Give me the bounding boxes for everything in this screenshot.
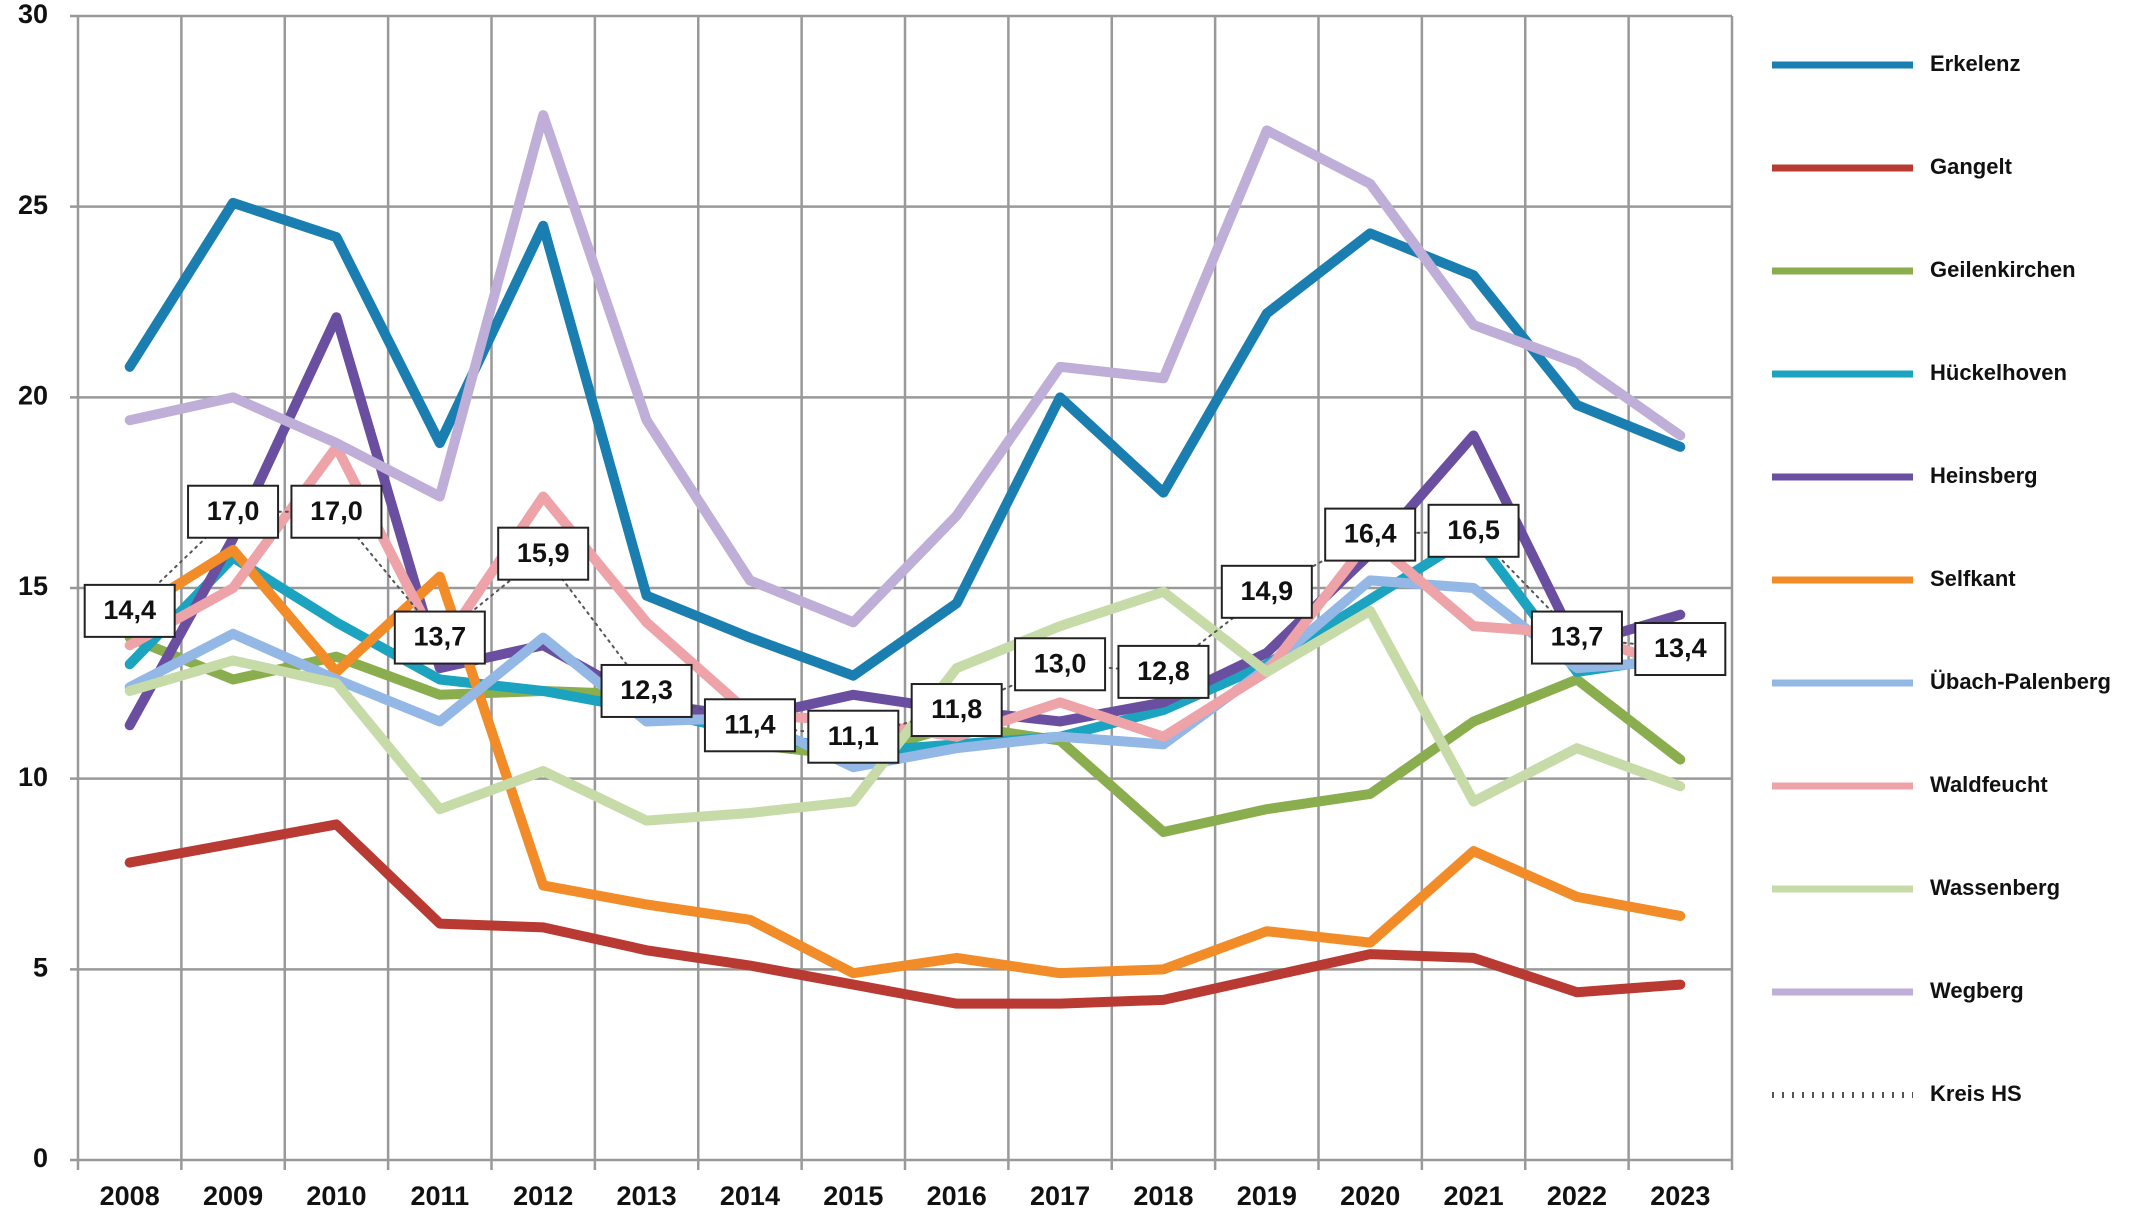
y-tick-label: 5	[33, 952, 48, 982]
legend-label: Erkelenz	[1930, 51, 2021, 76]
x-tick-label: 2019	[1237, 1181, 1297, 1211]
label-box	[910, 683, 1003, 738]
label-box	[1634, 622, 1727, 677]
x-tick-label: 2022	[1547, 1181, 1607, 1211]
y-tick-label: 30	[18, 0, 48, 29]
data-label: 12,3	[620, 675, 673, 705]
data-label: 16,4	[1344, 519, 1397, 549]
x-tick-label: 2012	[513, 1181, 573, 1211]
legend-label: Selfkant	[1930, 566, 2016, 591]
data-label: 13,7	[414, 622, 467, 652]
legend-label: Waldfeucht	[1930, 772, 2048, 797]
legend-label: Gangelt	[1930, 154, 2013, 179]
series-line	[128, 510, 1682, 738]
x-tick-label: 2018	[1133, 1181, 1193, 1211]
label-box	[1530, 610, 1623, 665]
label-box	[703, 698, 796, 753]
x-tick-label: 2020	[1340, 1181, 1400, 1211]
label-box	[1117, 644, 1210, 699]
data-label: 17,0	[310, 496, 363, 526]
x-tick-label: 2021	[1444, 1181, 1504, 1211]
x-tick-label: 2023	[1650, 1181, 1710, 1211]
data-label: 12,8	[1137, 656, 1190, 686]
label-box	[1324, 507, 1417, 562]
legend-label: Wassenberg	[1930, 875, 2060, 900]
label-box	[83, 583, 176, 638]
y-tick-label: 15	[18, 571, 48, 601]
x-tick-label: 2017	[1030, 1181, 1090, 1211]
data-label: 11,1	[828, 721, 879, 751]
data-label: 16,5	[1447, 515, 1500, 545]
legend-label: Übach-Palenberg	[1930, 669, 2111, 694]
label-box	[187, 484, 280, 539]
data-label: 13,7	[1551, 622, 1604, 652]
series-line	[124, 110, 1686, 628]
y-tick-label: 20	[18, 380, 48, 410]
data-label: 14,4	[103, 595, 156, 625]
series-line	[124, 544, 1686, 979]
legend-label: Hückelhoven	[1930, 360, 2067, 385]
series-line	[124, 819, 1686, 1009]
legend-label: Wegberg	[1930, 978, 2024, 1003]
label-box	[600, 663, 693, 718]
series-line	[124, 586, 1686, 826]
data-label: 15,9	[517, 538, 570, 568]
x-tick-label: 2015	[823, 1181, 883, 1211]
x-tick-label: 2009	[203, 1181, 263, 1211]
label-box	[807, 709, 900, 764]
label-box	[1220, 564, 1313, 619]
series-line	[124, 312, 1686, 731]
data-label: 14,9	[1241, 576, 1294, 606]
data-label: 13,4	[1654, 633, 1707, 663]
y-tick-label: 10	[18, 762, 48, 792]
label-box	[497, 526, 590, 581]
label-box	[290, 484, 383, 539]
data-label: 11,4	[724, 709, 775, 739]
label-box	[393, 610, 486, 665]
data-label: 11,8	[931, 694, 982, 724]
x-tick-label: 2013	[617, 1181, 677, 1211]
y-tick-label: 25	[18, 190, 48, 220]
label-box	[1014, 637, 1107, 692]
legend-label: Geilenkirchen	[1930, 257, 2076, 282]
x-tick-label: 2008	[100, 1181, 160, 1211]
legend-label: Kreis HS	[1930, 1081, 2022, 1106]
legend-label: Heinsberg	[1930, 463, 2038, 488]
data-label: 17,0	[207, 496, 260, 526]
x-tick-label: 2016	[927, 1181, 987, 1211]
x-tick-label: 2014	[720, 1181, 780, 1211]
x-tick-label: 2010	[306, 1181, 366, 1211]
data-label: 13,0	[1034, 648, 1087, 678]
x-tick-label: 2011	[411, 1181, 470, 1211]
y-tick-label: 0	[33, 1143, 48, 1173]
series-line	[124, 529, 1686, 757]
label-box	[1427, 503, 1520, 558]
